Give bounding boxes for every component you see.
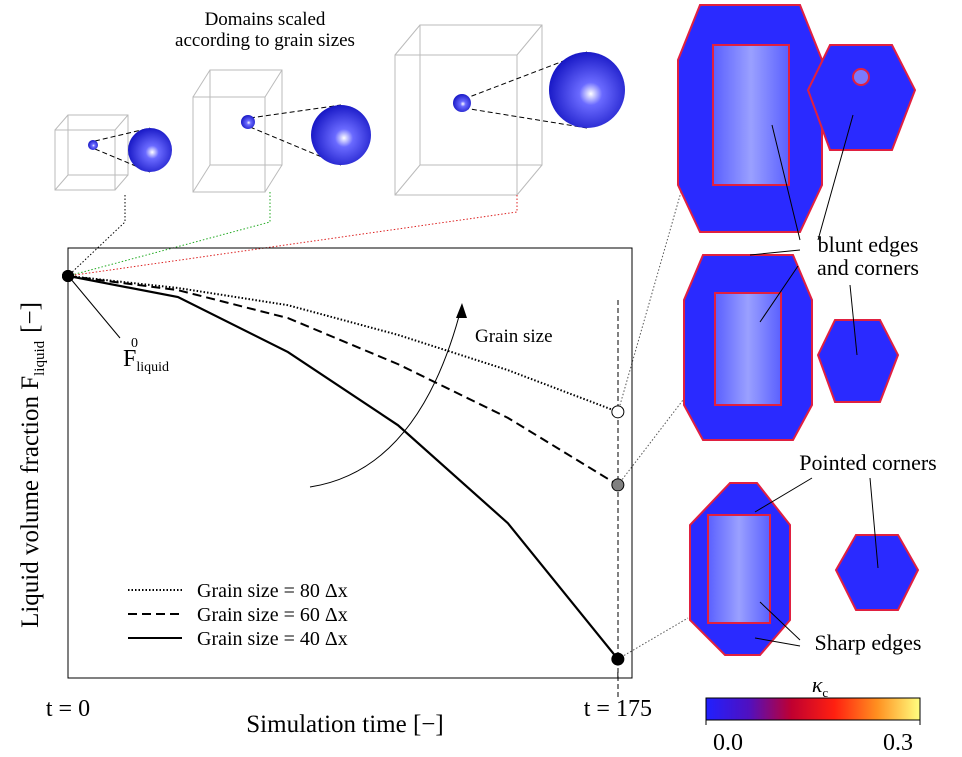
- x-tick-label: t = 0: [46, 696, 90, 722]
- y-label-text: Liquid volume fraction F: [17, 376, 44, 628]
- annotation: Sharp edges: [815, 630, 922, 655]
- base: F: [123, 346, 136, 372]
- colorbar-tick-label: 0.0: [713, 730, 743, 756]
- domain-cubes: [54, 24, 543, 196]
- sup: 0: [131, 336, 138, 351]
- sub: liquid: [136, 360, 169, 375]
- y-label-sub: liquid: [32, 340, 48, 376]
- arrow-head: [456, 303, 467, 318]
- legend-label: Grain size = 80 Δx: [197, 580, 348, 602]
- spheres: [88, 51, 625, 173]
- initial-label: Fliquid 0: [123, 336, 169, 375]
- legend-label: Grain size = 40 Δx: [197, 628, 348, 650]
- plot-frame: [67, 247, 633, 679]
- end-marker: [611, 405, 625, 419]
- y-axis-label: Liquid volume fraction Fliquid [−]: [17, 302, 48, 628]
- x-tick-label: t = 175: [584, 696, 652, 722]
- cb-sub: c: [822, 685, 828, 700]
- colorbar: [705, 697, 921, 721]
- annotation: Grain size: [475, 326, 553, 347]
- legend-label: Grain size = 60 Δx: [197, 604, 348, 626]
- series-line: [67, 274, 619, 660]
- colorbar-tick-label: 0.3: [883, 730, 913, 756]
- annotation: and corners: [817, 255, 919, 280]
- annotation: according to grain sizes: [175, 30, 355, 51]
- end-marker: [611, 652, 625, 666]
- connectors: [67, 184, 689, 660]
- callout-line: [69, 277, 121, 339]
- end-marker: [611, 478, 625, 492]
- crystals: [677, 4, 920, 656]
- colorbar-label: κc: [812, 672, 829, 700]
- series-line: [67, 274, 619, 413]
- cb-sym: κ: [812, 672, 823, 697]
- x-axis-label: Simulation time [−]: [246, 711, 443, 738]
- callout-lines: [749, 114, 879, 647]
- series-line: [67, 274, 619, 486]
- y-label-suffix: [−]: [17, 302, 44, 333]
- start-marker: [62, 269, 74, 282]
- arrow: [309, 304, 463, 488]
- annotation: Pointed corners: [799, 450, 936, 475]
- annotation: blunt edges: [818, 232, 919, 257]
- annotation: Domains scaled: [205, 9, 326, 30]
